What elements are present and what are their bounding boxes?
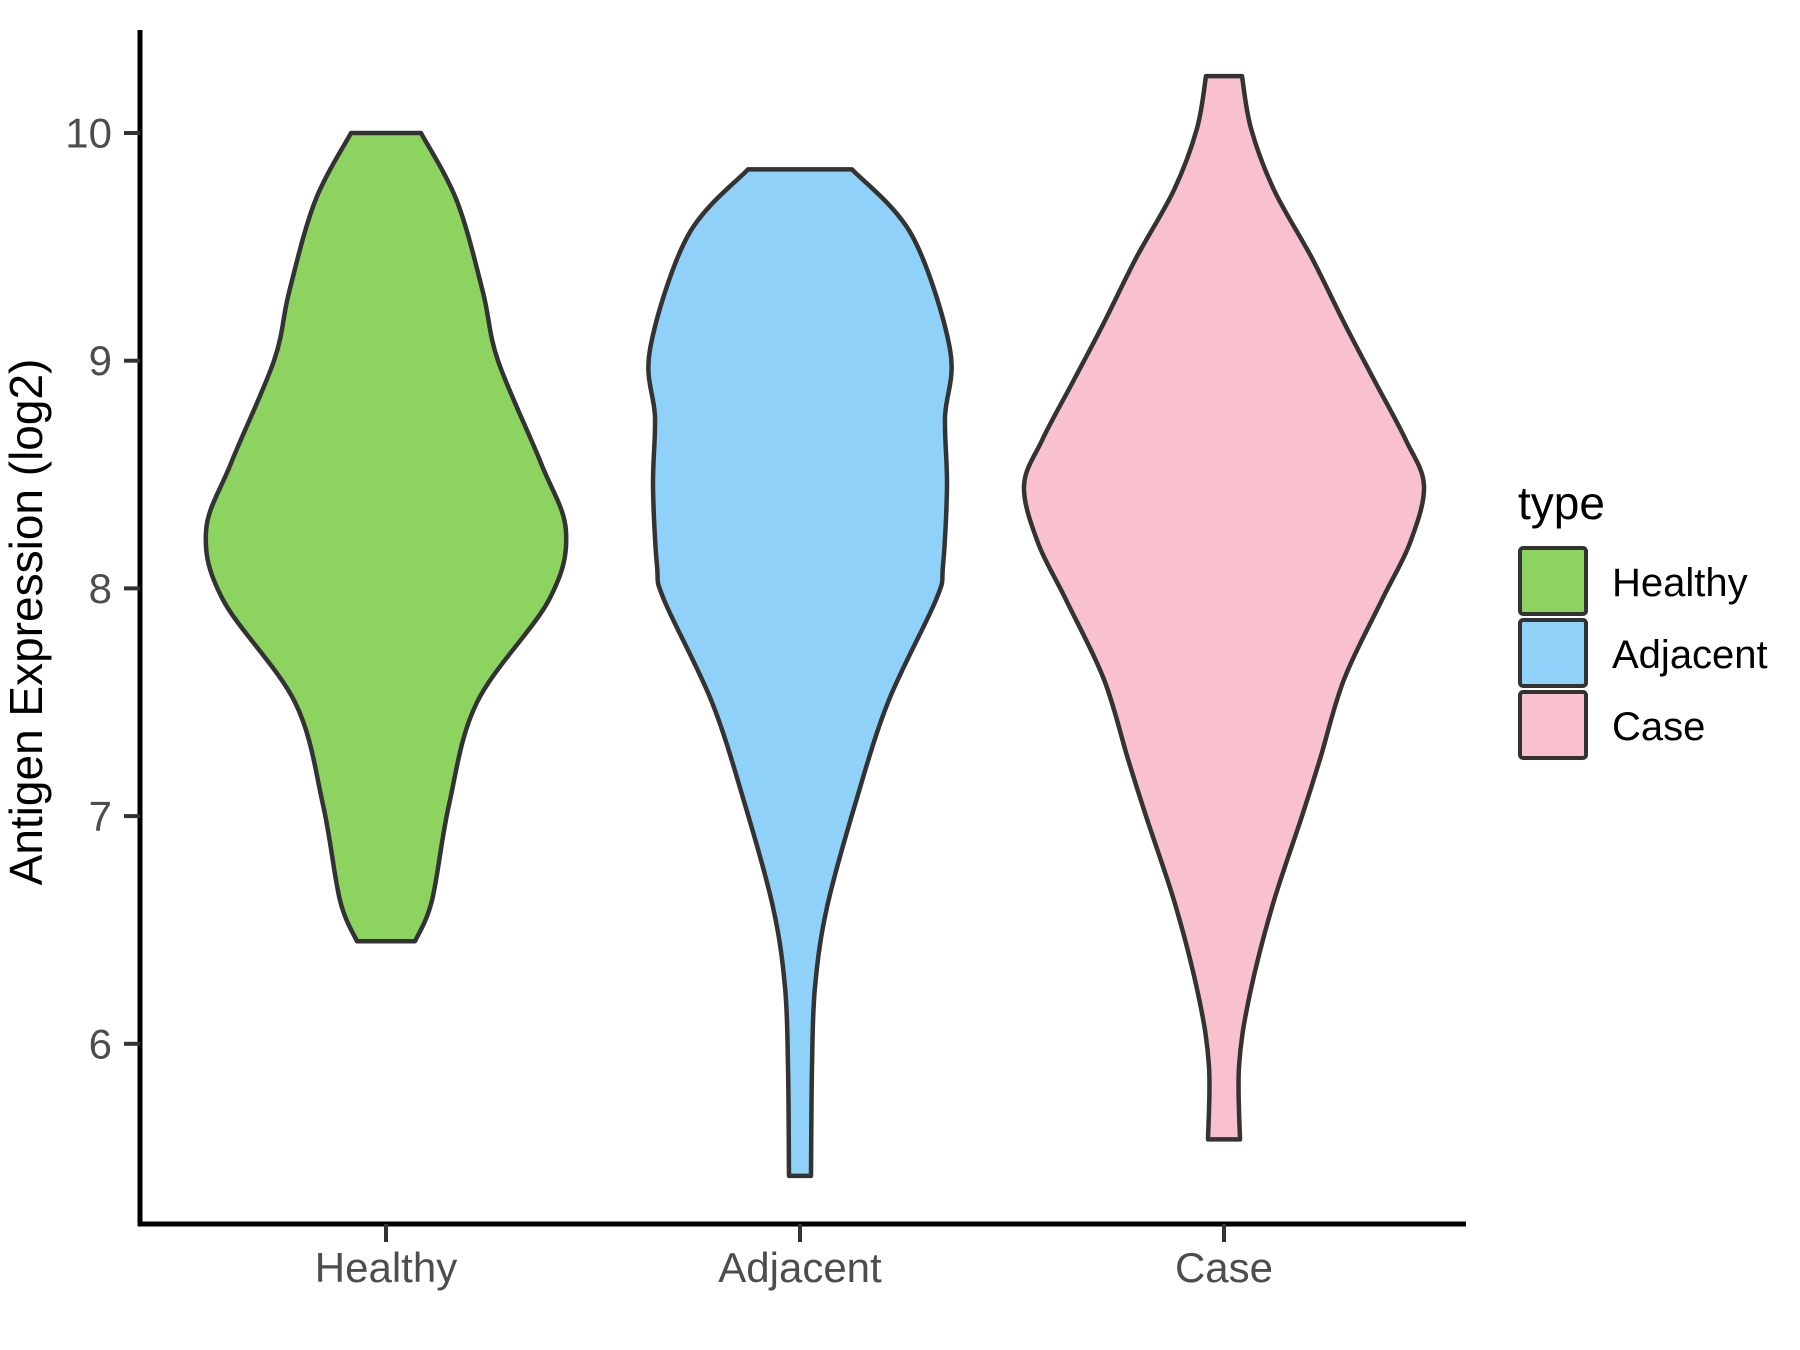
violin-case: [1021, 73, 1427, 1142]
y-tick-label-10: 10: [65, 110, 112, 157]
y-tick-label-6: 6: [89, 1020, 112, 1067]
legend-swatch-adjacent: [1518, 618, 1588, 688]
legend-label-case: Case: [1612, 705, 1705, 749]
x-tick-label-healthy: Healthy: [315, 1244, 457, 1291]
y-tick-label-9: 9: [89, 337, 112, 384]
y-tick-label-7: 7: [89, 793, 112, 840]
violin-adjacent: [646, 167, 954, 1179]
x-tick-label-case: Case: [1175, 1244, 1273, 1291]
legend-title: type: [1518, 477, 1605, 529]
legend-swatch-healthy: [1518, 546, 1588, 616]
legend-label-healthy: Healthy: [1612, 561, 1748, 605]
x-tick-label-adjacent: Adjacent: [718, 1244, 882, 1291]
violin-healthy: [203, 130, 569, 944]
legend-swatch-case: [1518, 690, 1588, 760]
y-tick-label-8: 8: [89, 565, 112, 612]
legend-label-adjacent: Adjacent: [1612, 633, 1768, 677]
y-axis-title: Antigen Expression (log2): [0, 359, 52, 886]
